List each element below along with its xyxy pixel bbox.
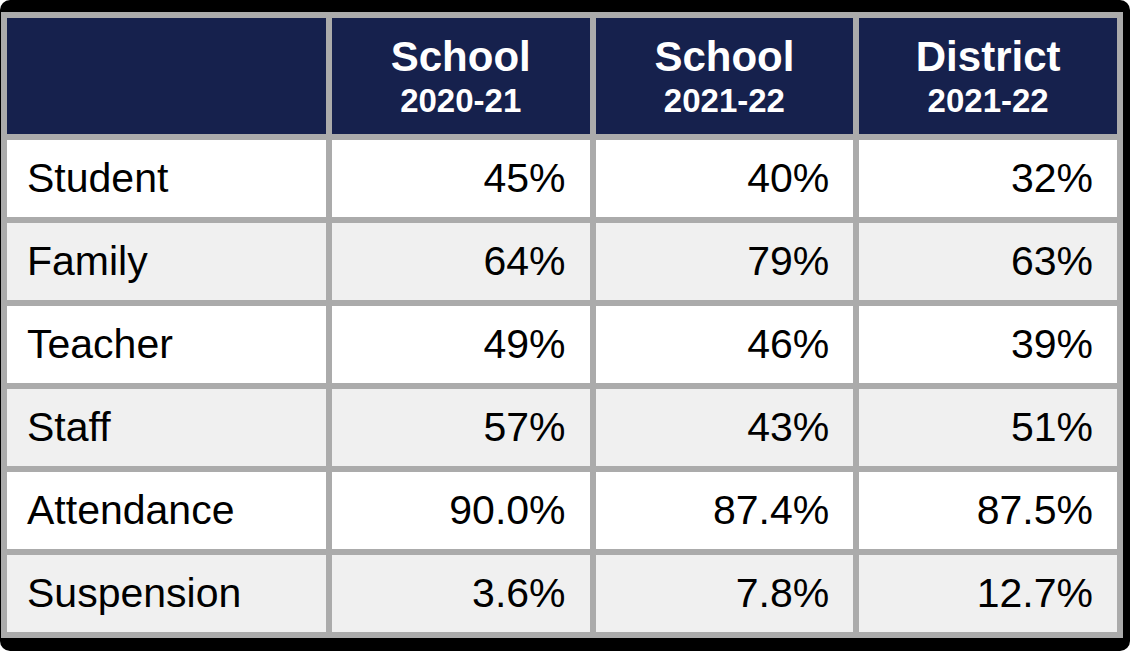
table-row-suspension: Suspension 3.6% 7.8% 12.7% — [7, 555, 1117, 632]
survey-metrics-table: School 2020-21 School 2021-22 District 2… — [1, 12, 1123, 638]
table-row-family: Family 64% 79% 63% — [7, 223, 1117, 300]
column-header-sublabel: 2021-22 — [596, 82, 854, 120]
column-header-school-2020-21: School 2020-21 — [332, 18, 590, 134]
column-header-label: School — [596, 32, 854, 82]
column-header-district-2021-22: District 2021-22 — [859, 18, 1117, 134]
row-label: Family — [7, 223, 326, 300]
table-row-staff: Staff 57% 43% 51% — [7, 389, 1117, 466]
cell-value: 64% — [332, 223, 590, 300]
cell-value: 46% — [596, 306, 854, 383]
row-label: Teacher — [7, 306, 326, 383]
cell-value: 49% — [332, 306, 590, 383]
table-row-student: Student 45% 40% 32% — [7, 140, 1117, 217]
cell-value: 3.6% — [332, 555, 590, 632]
cell-value: 90.0% — [332, 472, 590, 549]
column-header-sublabel: 2021-22 — [859, 82, 1117, 120]
cell-value: 43% — [596, 389, 854, 466]
cell-value: 7.8% — [596, 555, 854, 632]
row-label: Attendance — [7, 472, 326, 549]
table-row-teacher: Teacher 49% 46% 39% — [7, 306, 1117, 383]
row-label: Student — [7, 140, 326, 217]
cell-value: 79% — [596, 223, 854, 300]
cell-value: 51% — [859, 389, 1117, 466]
cell-value: 45% — [332, 140, 590, 217]
cell-value: 87.5% — [859, 472, 1117, 549]
header-row: School 2020-21 School 2021-22 District 2… — [7, 18, 1117, 134]
row-label: Suspension — [7, 555, 326, 632]
table-body: Student 45% 40% 32% Family 64% 79% 63% T… — [7, 140, 1117, 632]
cell-value: 87.4% — [596, 472, 854, 549]
cell-value: 57% — [332, 389, 590, 466]
cell-value: 63% — [859, 223, 1117, 300]
table-header: School 2020-21 School 2021-22 District 2… — [7, 18, 1117, 134]
cell-value: 39% — [859, 306, 1117, 383]
cell-value: 12.7% — [859, 555, 1117, 632]
table-frame: School 2020-21 School 2021-22 District 2… — [0, 0, 1130, 651]
cell-value: 32% — [859, 140, 1117, 217]
column-header-label: School — [332, 32, 590, 82]
table-row-attendance: Attendance 90.0% 87.4% 87.5% — [7, 472, 1117, 549]
column-header-label: District — [859, 32, 1117, 82]
corner-cell — [7, 18, 326, 134]
column-header-school-2021-22: School 2021-22 — [596, 18, 854, 134]
row-label: Staff — [7, 389, 326, 466]
column-header-sublabel: 2020-21 — [332, 82, 590, 120]
cell-value: 40% — [596, 140, 854, 217]
